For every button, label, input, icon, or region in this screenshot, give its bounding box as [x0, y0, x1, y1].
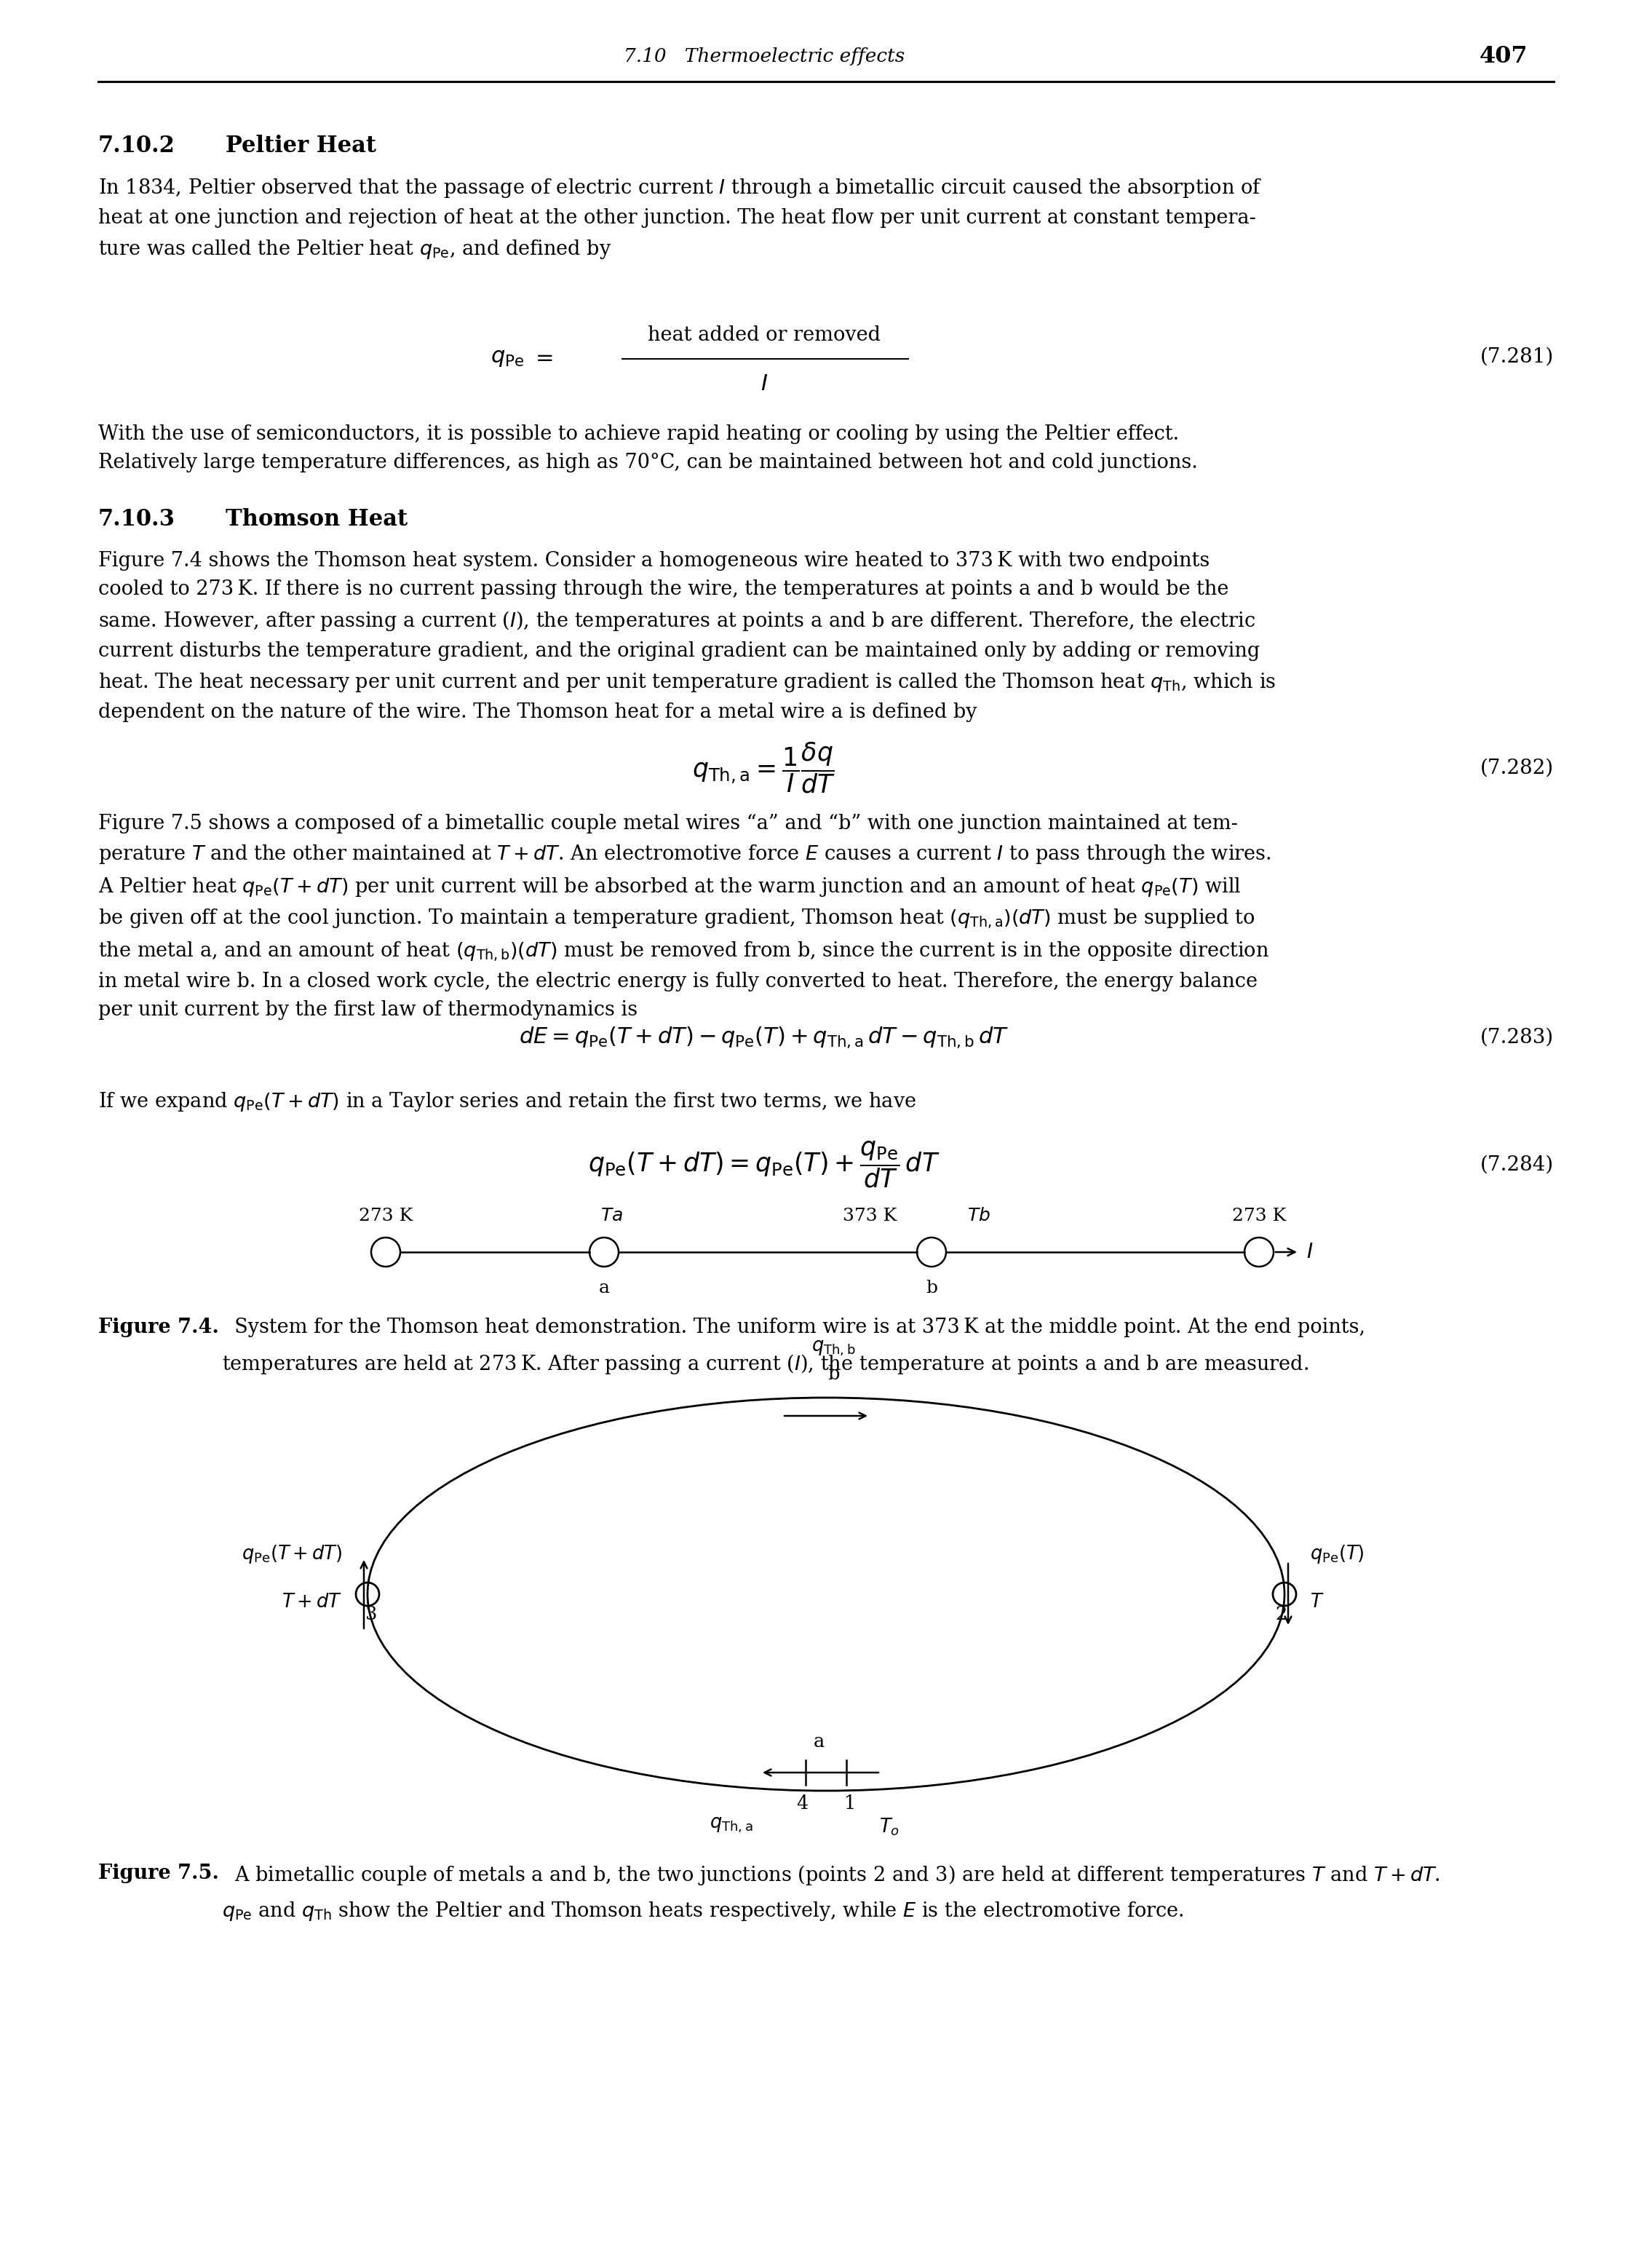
Text: $T+dT$: $T+dT$: [281, 1593, 342, 1611]
Text: $q_{\mathrm{Pe}}(T)$: $q_{\mathrm{Pe}}(T)$: [1310, 1543, 1365, 1566]
Text: (7.282): (7.282): [1480, 759, 1555, 777]
Text: 1: 1: [844, 1793, 856, 1814]
Text: Figure 7.5.: Figure 7.5.: [97, 1863, 220, 1884]
Text: Figure 7.4 shows the Thomson heat system. Consider a homogeneous wire heated to : Figure 7.4 shows the Thomson heat system…: [97, 552, 1275, 721]
Text: 7.10.3: 7.10.3: [97, 509, 175, 532]
Text: 373 K: 373 K: [843, 1208, 897, 1223]
Text: Thomson Heat: Thomson Heat: [226, 509, 408, 532]
Text: temperatures are held at 273 K. After passing a current ($I$), the temperature a: temperatures are held at 273 K. After pa…: [221, 1352, 1308, 1377]
Text: If we expand $q_{\mathrm{Pe}}(T + dT)$ in a Taylor series and retain the first t: If we expand $q_{\mathrm{Pe}}(T + dT)$ i…: [97, 1090, 917, 1113]
Text: heat added or removed: heat added or removed: [648, 324, 881, 345]
Text: System for the Thomson heat demonstration. The uniform wire is at 373 K at the m: System for the Thomson heat demonstratio…: [221, 1318, 1365, 1338]
Text: $q_{\mathrm{Pe}}(T + dT) = q_{\mathrm{Pe}}(T) + \dfrac{q_{\mathrm{Pe}}}{dT}\,dT$: $q_{\mathrm{Pe}}(T + dT) = q_{\mathrm{Pe…: [588, 1140, 940, 1190]
Text: In 1834, Peltier observed that the passage of electric current $I$ through a bim: In 1834, Peltier observed that the passa…: [97, 178, 1262, 261]
Text: Figure 7.5 shows a composed of a bimetallic couple metal wires “a” and “b” with : Figure 7.5 shows a composed of a bimetal…: [97, 813, 1272, 1021]
Text: $q_{\mathrm{Pe}}$: $q_{\mathrm{Pe}}$: [491, 345, 524, 367]
Text: 273 K: 273 K: [1232, 1208, 1285, 1223]
Text: A bimetallic couple of metals a and b, the two junctions (points 2 and 3) are he: A bimetallic couple of metals a and b, t…: [221, 1863, 1441, 1886]
Text: 4: 4: [796, 1793, 808, 1814]
Text: $q_{\mathrm{Th,b}}$: $q_{\mathrm{Th,b}}$: [811, 1338, 856, 1359]
Text: Peltier Heat: Peltier Heat: [226, 135, 377, 158]
Text: 2: 2: [1275, 1604, 1287, 1624]
Text: $q_{\mathrm{Th,a}} = \dfrac{1}{I}\dfrac{\delta q}{dT}$: $q_{\mathrm{Th,a}} = \dfrac{1}{I}\dfrac{…: [692, 741, 836, 795]
Text: $T_o$: $T_o$: [879, 1816, 899, 1836]
Text: (7.284): (7.284): [1480, 1156, 1555, 1174]
Text: (7.281): (7.281): [1480, 347, 1555, 367]
Text: a: a: [598, 1280, 610, 1295]
Text: 7.10.2: 7.10.2: [97, 135, 175, 158]
Text: $=$: $=$: [532, 345, 553, 367]
Text: $I$: $I$: [760, 374, 768, 397]
Text: (7.283): (7.283): [1480, 1027, 1555, 1048]
Text: With the use of semiconductors, it is possible to achieve rapid heating or cooli: With the use of semiconductors, it is po…: [97, 424, 1198, 473]
Text: $q_{\mathrm{Pe}}$ and $q_{\mathrm{Th}}$ show the Peltier and Thomson heats respe: $q_{\mathrm{Pe}}$ and $q_{\mathrm{Th}}$ …: [221, 1899, 1184, 1922]
Text: $I$: $I$: [1307, 1241, 1313, 1262]
Text: $q_{\mathrm{Th,a}}$: $q_{\mathrm{Th,a}}$: [710, 1816, 753, 1834]
Text: 273 K: 273 K: [358, 1208, 413, 1223]
Text: $dE = q_{\mathrm{Pe}}(T + dT) - q_{\mathrm{Pe}}(T) + q_{\mathrm{Th,a}}\,dT - q_{: $dE = q_{\mathrm{Pe}}(T + dT) - q_{\math…: [519, 1025, 1009, 1050]
Text: a: a: [813, 1733, 824, 1751]
Text: b: b: [828, 1365, 839, 1383]
Text: $Tb$: $Tb$: [966, 1208, 991, 1223]
Text: $q_{\mathrm{Pe}}(T+dT)$: $q_{\mathrm{Pe}}(T+dT)$: [241, 1543, 342, 1566]
Text: 407: 407: [1480, 45, 1528, 68]
Text: b: b: [925, 1280, 937, 1295]
Text: 3: 3: [365, 1604, 377, 1624]
Text: $T$: $T$: [1310, 1593, 1325, 1611]
Text: $Ta$: $Ta$: [600, 1208, 623, 1223]
Text: 7.10   Thermoelectric effects: 7.10 Thermoelectric effects: [623, 47, 905, 65]
Text: Figure 7.4.: Figure 7.4.: [97, 1318, 220, 1338]
